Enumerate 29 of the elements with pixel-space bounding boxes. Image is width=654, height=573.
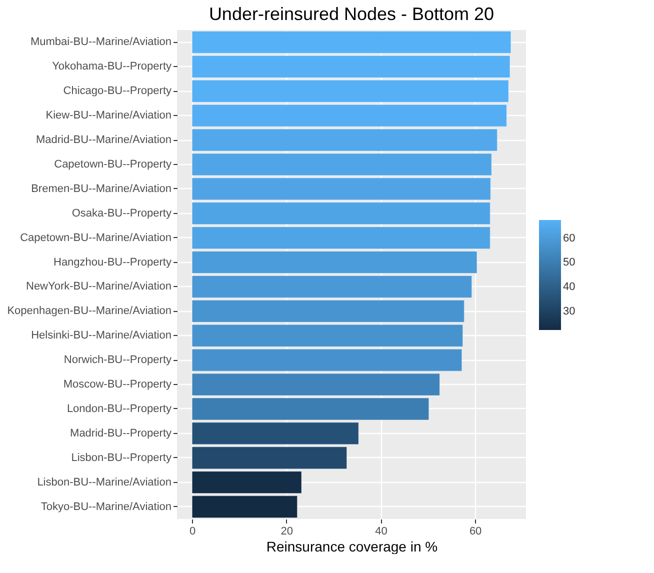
- y-tick-label: Bremen-BU--Marine/Aviation: [31, 182, 172, 195]
- y-tick-label: Norwich-BU--Property: [64, 354, 172, 366]
- color-bar-label: 30: [563, 305, 576, 318]
- color-bar-label: 50: [563, 256, 576, 269]
- color-bar-label: 60: [563, 232, 576, 244]
- x-tick-label: 0: [190, 526, 196, 538]
- y-tick-label: NewYork-BU--Marine/Aviation: [26, 280, 172, 293]
- y-tick-label: Chicago-BU--Property: [63, 85, 172, 98]
- color-bar-label: 40: [563, 281, 576, 294]
- y-tick-label: Kiew-BU--Marine/Aviation: [46, 110, 172, 122]
- x-tick-label: 40: [375, 526, 388, 538]
- y-tick-label: Capetown-BU--Marine/Aviation: [20, 232, 172, 244]
- y-tick-label: Hangzhou-BU--Property: [54, 256, 172, 268]
- y-tick-label: Yokohama-BU--Property: [52, 60, 172, 73]
- y-tick-label: Lisbon-BU--Property: [71, 452, 172, 464]
- y-tick-label: Helsinki-BU--Marine/Aviation: [31, 330, 172, 342]
- y-tick-label: Mumbai-BU--Marine/Aviation: [30, 36, 172, 48]
- y-tick-label: Madrid-BU--Property: [70, 427, 172, 440]
- y-tick-label: Kopenhagen-BU--Marine/Aviation: [7, 305, 172, 318]
- y-tick-label: Madrid-BU--Marine/Aviation: [36, 134, 172, 146]
- y-tick-label: Tokyo-BU--Marine/Aviation: [40, 500, 172, 513]
- y-tick-label: London-BU--Property: [66, 402, 172, 415]
- y-tick-label: Moscow-BU--Property: [63, 378, 172, 391]
- x-tick-label: 20: [280, 526, 294, 538]
- y-tick-label: Lisbon-BU--Marine/Aviation: [37, 476, 172, 488]
- y-tick-label: Capetown-BU--Property: [54, 158, 172, 170]
- y-tick-label: Osaka-BU--Property: [72, 207, 172, 220]
- chart-title: Under-reinsured Nodes - Bottom 20: [208, 4, 494, 24]
- x-tick-label: 60: [469, 526, 482, 538]
